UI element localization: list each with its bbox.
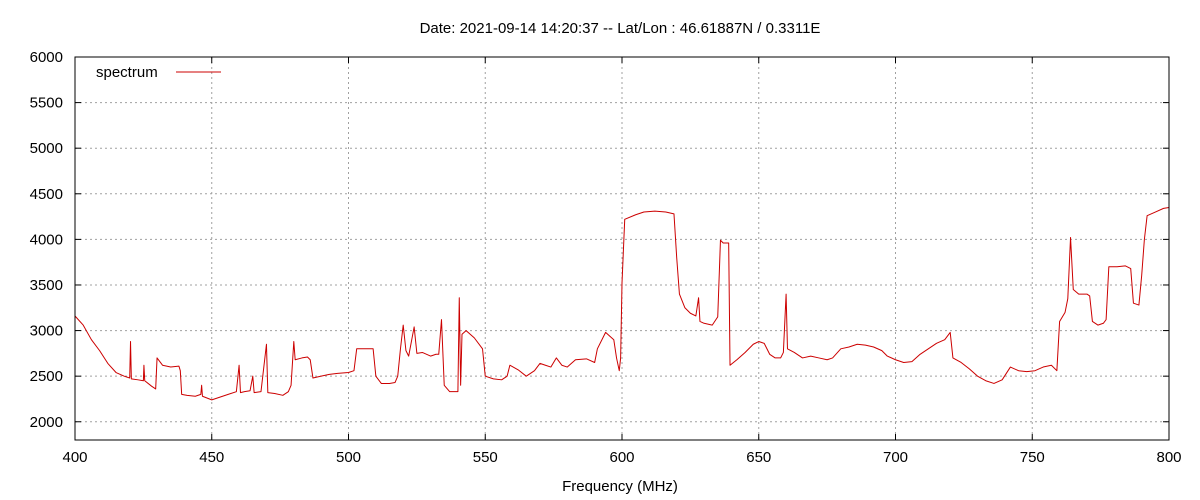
series-layer [74, 206, 1170, 401]
x-tick-label: 400 [62, 449, 87, 466]
x-tick-label: 550 [473, 449, 498, 466]
x-tick-label: 450 [199, 449, 224, 466]
legend: spectrum [96, 64, 221, 81]
x-tick-label: 500 [336, 449, 361, 466]
x-tick-label: 800 [1156, 449, 1181, 466]
x-tick-label: 750 [1020, 449, 1045, 466]
y-tick-label: 2500 [30, 368, 63, 385]
y-tick-label: 5000 [30, 140, 63, 157]
y-tick-label: 5500 [30, 95, 63, 112]
y-tick-label: 2000 [30, 414, 63, 431]
chart-title: Date: 2021-09-14 14:20:37 -- Lat/Lon : 4… [420, 20, 821, 37]
y-tick-label: 4500 [30, 186, 63, 203]
x-axis-label: Frequency (MHz) [562, 478, 678, 495]
x-tick-label: 650 [746, 449, 771, 466]
grid [75, 57, 1169, 440]
x-tick-label: 600 [609, 449, 634, 466]
y-tick-label: 4000 [30, 231, 63, 248]
y-tick-label: 3000 [30, 323, 63, 340]
series-line-spectrum [74, 206, 1170, 401]
legend-label: spectrum [96, 64, 158, 81]
x-tick-label: 700 [883, 449, 908, 466]
y-tick-label: 6000 [30, 49, 63, 66]
y-tick-label: 3500 [30, 277, 63, 294]
axis-ticks: 400 450 500 550 600 650 700 750 800 2000 2500 3000 3… [30, 49, 1182, 466]
